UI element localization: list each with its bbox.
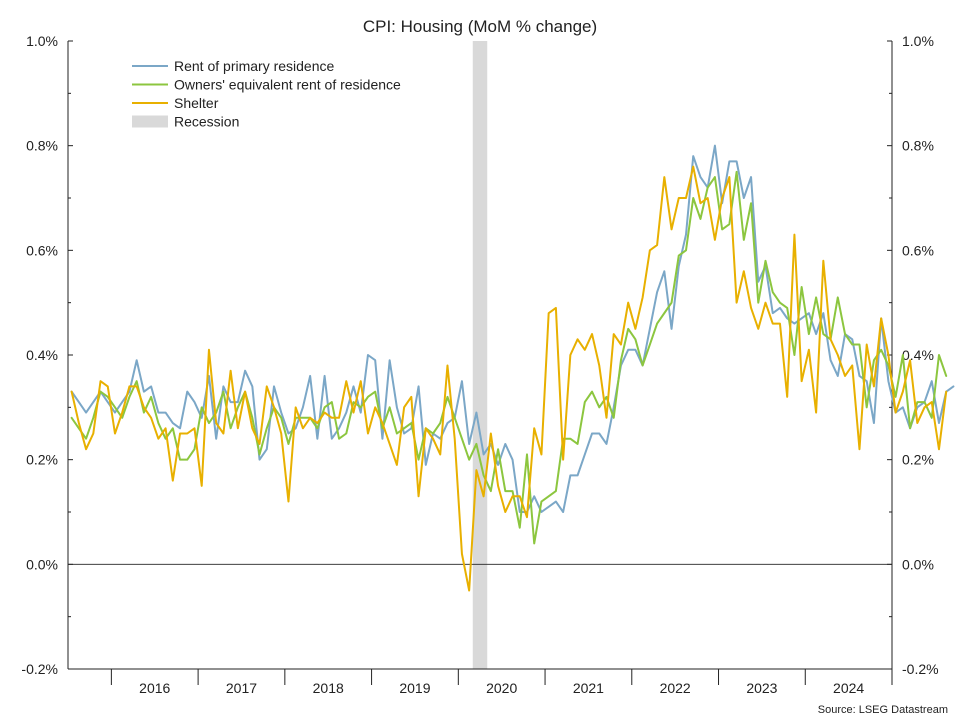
x-tick-label: 2017 (226, 680, 257, 696)
y-tick-label-left: 0.4% (26, 347, 58, 363)
chart-title: CPI: Housing (MoM % change) (363, 17, 597, 36)
y-tick-label-left: 0.0% (26, 556, 58, 572)
series-line-2 (70, 170, 948, 545)
axes: -0.2% -0.2% 0.0% 0.0% 0.2% 0.2% 0.4% 0.4% 0.6% 0.… (21, 33, 938, 696)
x-tick-label: 2016 (139, 680, 170, 696)
y-tick-label-right: 0.2% (902, 452, 934, 468)
x-tick-label: 2020 (486, 680, 517, 696)
legend: Rent of primary residence Owners' equival… (132, 58, 401, 130)
x-tick-label: 2021 (573, 680, 604, 696)
x-tick-label: 2024 (833, 680, 864, 696)
y-tick-label-right: -0.2% (902, 661, 939, 677)
series-layer (70, 144, 955, 592)
y-tick-label-right: 0.6% (902, 242, 934, 258)
series-line-3 (70, 165, 948, 592)
recession-band (472, 41, 488, 669)
x-tick-label: 2019 (399, 680, 430, 696)
legend-swatch-recession (132, 115, 168, 128)
y-tick-label-right: 0.0% (902, 556, 934, 572)
x-tick-label: 2018 (313, 680, 344, 696)
y-tick-label-right: 1.0% (902, 33, 934, 49)
legend-label: Owners' equivalent rent of residence (174, 77, 401, 93)
legend-label: Rent of primary residence (174, 58, 335, 74)
x-tick-label: 2023 (746, 680, 777, 696)
y-tick-label-left: 0.2% (26, 452, 58, 468)
y-tick-label-left: 0.8% (26, 138, 58, 154)
legend-label-recession: Recession (174, 114, 239, 130)
recession-layer (472, 41, 488, 669)
legend-label: Shelter (174, 95, 219, 111)
source-note: Source: LSEG Datastream (818, 704, 948, 716)
y-tick-label-right: 0.8% (902, 138, 934, 154)
x-tick-label: 2022 (660, 680, 691, 696)
y-tick-label-left: 0.6% (26, 242, 58, 258)
y-tick-label-left: 1.0% (26, 33, 58, 49)
y-tick-label-left: -0.2% (21, 661, 58, 677)
y-tick-label-right: 0.4% (902, 347, 934, 363)
